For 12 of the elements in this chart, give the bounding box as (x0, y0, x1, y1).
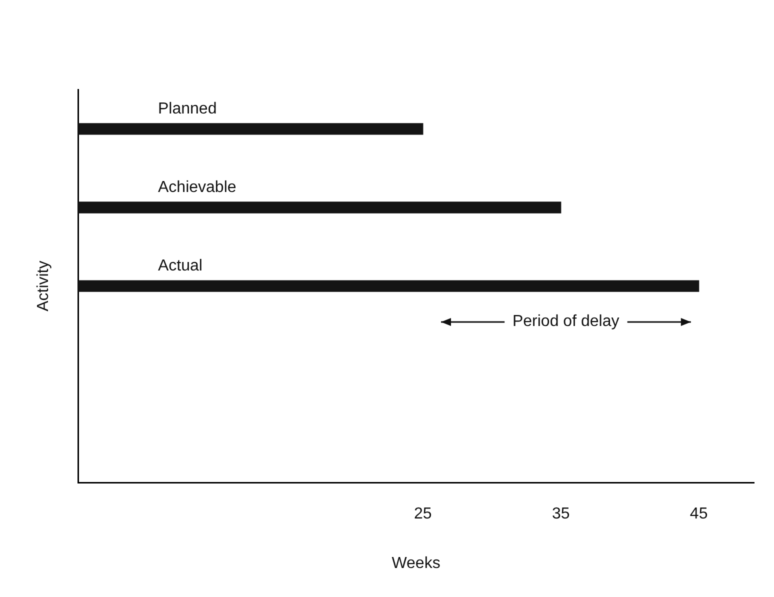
bar (78, 123, 424, 135)
y-tick-label: Achievable (158, 178, 236, 196)
x-tick-label: 45 (690, 506, 708, 523)
x-tick-label: 25 (414, 506, 432, 523)
annotation: Period of delay (512, 312, 620, 332)
x-axis-title: Weeks (392, 554, 440, 572)
x-tick-label: 35 (552, 506, 570, 523)
y-axis-title: Activity (35, 260, 52, 312)
y-tick-label: Actual (158, 258, 202, 275)
bar (78, 202, 562, 214)
y-tick-label: Planned (158, 100, 217, 118)
bar (78, 280, 700, 292)
